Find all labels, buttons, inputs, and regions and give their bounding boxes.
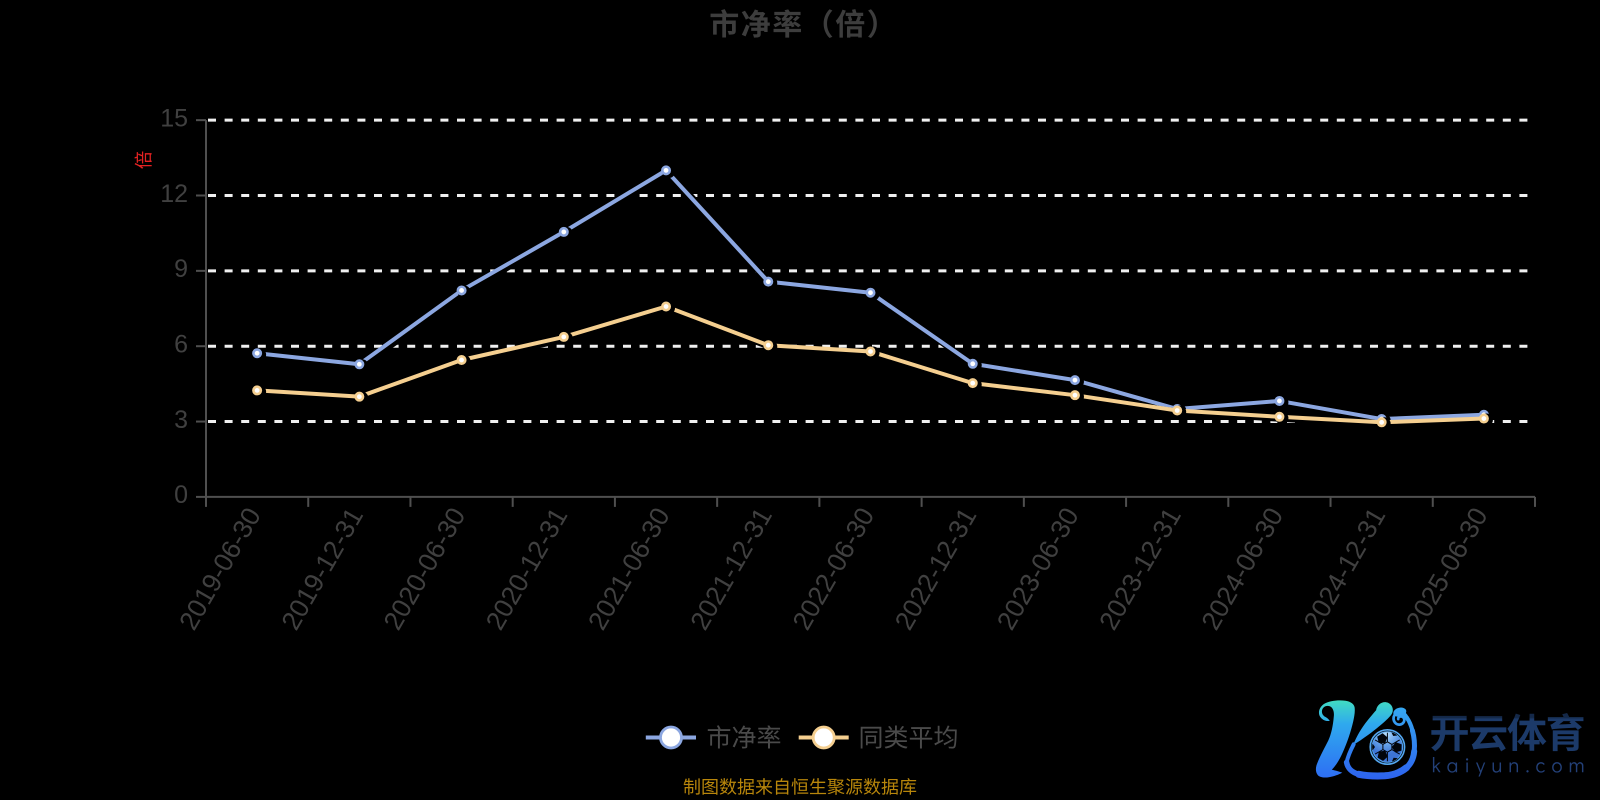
svg-text:9: 9 bbox=[174, 255, 188, 283]
svg-text:0: 0 bbox=[174, 481, 188, 509]
svg-text:12: 12 bbox=[160, 180, 188, 208]
svg-text:6: 6 bbox=[174, 331, 188, 359]
svg-text:3: 3 bbox=[174, 406, 188, 434]
svg-text:15: 15 bbox=[160, 104, 188, 132]
